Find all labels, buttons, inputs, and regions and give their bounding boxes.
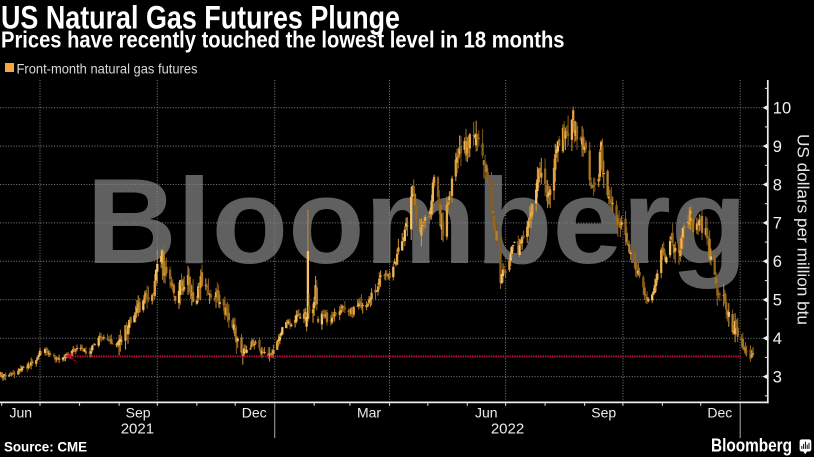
- svg-text:9: 9: [773, 138, 782, 156]
- svg-text:Dec: Dec: [242, 405, 267, 421]
- svg-text:Mar: Mar: [357, 405, 381, 421]
- svg-text:Dec: Dec: [707, 405, 732, 421]
- svg-text:2022: 2022: [491, 421, 524, 438]
- svg-text:3: 3: [773, 368, 782, 386]
- svg-text:Bloomberg: Bloomberg: [86, 153, 747, 289]
- svg-text:5: 5: [773, 292, 782, 310]
- svg-text:6: 6: [773, 253, 782, 271]
- svg-text:Sep: Sep: [126, 405, 151, 421]
- svg-text:7: 7: [773, 215, 782, 233]
- svg-text:8: 8: [773, 176, 782, 194]
- svg-text:Jun: Jun: [10, 405, 33, 421]
- svg-text:US dollars per million btu: US dollars per million btu: [794, 134, 812, 325]
- svg-text:Bloomberg: Bloomberg: [711, 435, 792, 456]
- svg-text:Prices have recently touched t: Prices have recently touched the lowest …: [1, 27, 565, 53]
- svg-text:Jun: Jun: [475, 405, 498, 421]
- svg-text:4: 4: [773, 330, 782, 348]
- svg-text:Front-month natural gas future: Front-month natural gas futures: [17, 60, 198, 76]
- svg-text:Source: CME: Source: CME: [4, 439, 87, 455]
- svg-text:2021: 2021: [121, 421, 154, 438]
- svg-text:10: 10: [773, 100, 791, 118]
- svg-text:US Natural Gas Futures Plunge: US Natural Gas Futures Plunge: [1, 0, 400, 36]
- svg-text:Sep: Sep: [591, 405, 616, 421]
